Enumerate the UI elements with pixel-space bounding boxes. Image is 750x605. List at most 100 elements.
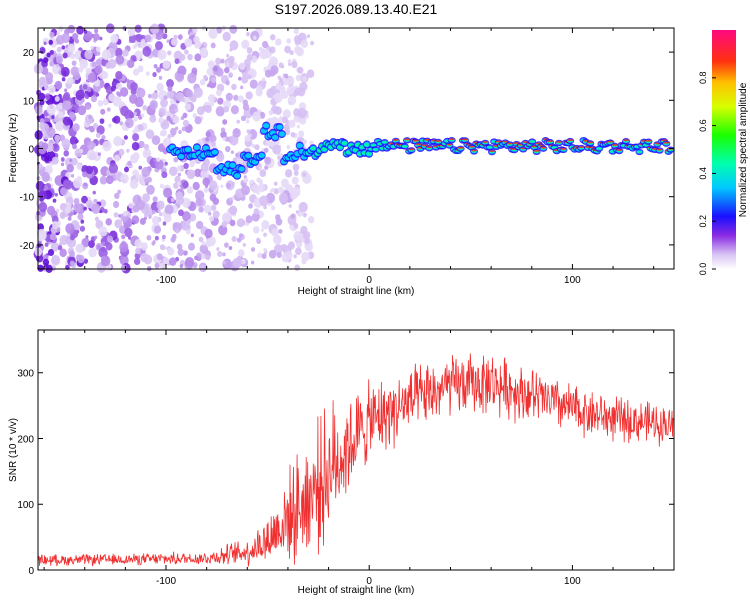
noise-blob [137, 43, 142, 48]
noise-blob [163, 213, 172, 223]
noise-blob [199, 47, 208, 57]
y-tick-label: 0 [28, 145, 34, 156]
noise-blob [207, 94, 216, 103]
noise-blob [125, 117, 134, 129]
noise-blob [169, 127, 177, 136]
noise-blob [273, 92, 283, 103]
noise-blob [119, 241, 129, 253]
noise-blob [65, 264, 70, 270]
band-peak [616, 149, 623, 151]
noise-blob [123, 135, 128, 140]
noise-blob [161, 234, 166, 240]
band-inner [373, 148, 379, 151]
noise-blob [135, 247, 141, 255]
noise-blob [256, 237, 261, 243]
noise-blob [102, 140, 112, 152]
noise-blob [46, 52, 51, 58]
noise-blob [259, 169, 267, 178]
noise-blob [158, 75, 163, 80]
noise-blob [38, 190, 48, 200]
noise-blob [135, 33, 143, 43]
noise-blob [85, 165, 94, 175]
noise-blob [302, 172, 307, 177]
noise-blob [202, 177, 210, 186]
noise-blob [215, 89, 222, 97]
noise-blob [49, 50, 54, 55]
noise-blob [62, 100, 71, 111]
noise-blob [237, 249, 245, 257]
noise-blob [60, 162, 65, 167]
band-peak [560, 148, 567, 150]
noise-blob [83, 182, 88, 187]
noise-blob [62, 116, 71, 126]
noise-blob [241, 185, 251, 196]
noise-blob [55, 120, 65, 131]
noise-blob [88, 114, 93, 120]
noise-blob [72, 143, 77, 150]
noise-blob [166, 90, 174, 99]
noise-blob [136, 87, 146, 99]
band-inner [310, 146, 316, 150]
noise-blob [229, 206, 237, 216]
noise-blob [284, 45, 291, 54]
noise-blob [246, 31, 250, 37]
noise-blob [292, 163, 300, 172]
noise-blob [228, 197, 233, 202]
noise-blob [204, 228, 213, 239]
noise-blob [211, 77, 217, 83]
noise-blob [167, 85, 173, 92]
noise-blob [163, 187, 173, 199]
noise-blob [297, 66, 304, 74]
noise-blob [261, 77, 266, 82]
noise-blob [95, 46, 101, 52]
noise-blob [286, 144, 291, 150]
noise-blob [99, 118, 105, 124]
noise-blob [98, 247, 108, 259]
noise-blob [86, 149, 97, 161]
noise-blob [257, 183, 266, 193]
noise-blob [236, 218, 245, 228]
noise-blob [51, 156, 59, 165]
noise-blob [237, 95, 244, 103]
noise-blob [44, 155, 50, 162]
noise-blob [144, 149, 151, 157]
noise-blob [45, 72, 54, 82]
noise-blob [39, 99, 45, 106]
noise-blob [270, 65, 279, 75]
noise-blob [249, 79, 258, 89]
x-tick-label: 100 [564, 576, 581, 587]
noise-blob [194, 255, 198, 261]
noise-blob [290, 214, 295, 219]
noise-blob [181, 126, 186, 132]
noise-blob [169, 257, 177, 266]
band-mid [211, 149, 218, 155]
noise-blob [199, 244, 209, 254]
noise-blob [153, 158, 157, 163]
noise-blob [224, 67, 230, 74]
noise-blob [187, 72, 197, 84]
noise-blob [154, 262, 160, 269]
noise-blob [295, 74, 302, 82]
noise-blob [167, 50, 172, 56]
noise-blob [243, 178, 247, 183]
noise-blob [252, 111, 262, 122]
noise-blob [46, 104, 56, 115]
y-tick-label: 300 [17, 369, 34, 380]
noise-blob [56, 31, 61, 36]
noise-blob [158, 212, 163, 217]
noise-blob [236, 119, 240, 124]
noise-blob [272, 234, 282, 245]
noise-blob [169, 166, 178, 177]
y-tick-label: 20 [23, 48, 35, 59]
noise-blob [59, 187, 68, 196]
noise-blob [276, 252, 282, 258]
noise-blob [163, 28, 168, 34]
noise-blob [52, 143, 60, 152]
noise-blob [101, 71, 109, 79]
noise-blob [258, 165, 263, 170]
noise-blob [187, 53, 193, 61]
noise-blob [181, 197, 191, 208]
noise-blob [149, 114, 157, 123]
noise-blob [175, 195, 185, 206]
noise-blob [180, 97, 186, 103]
